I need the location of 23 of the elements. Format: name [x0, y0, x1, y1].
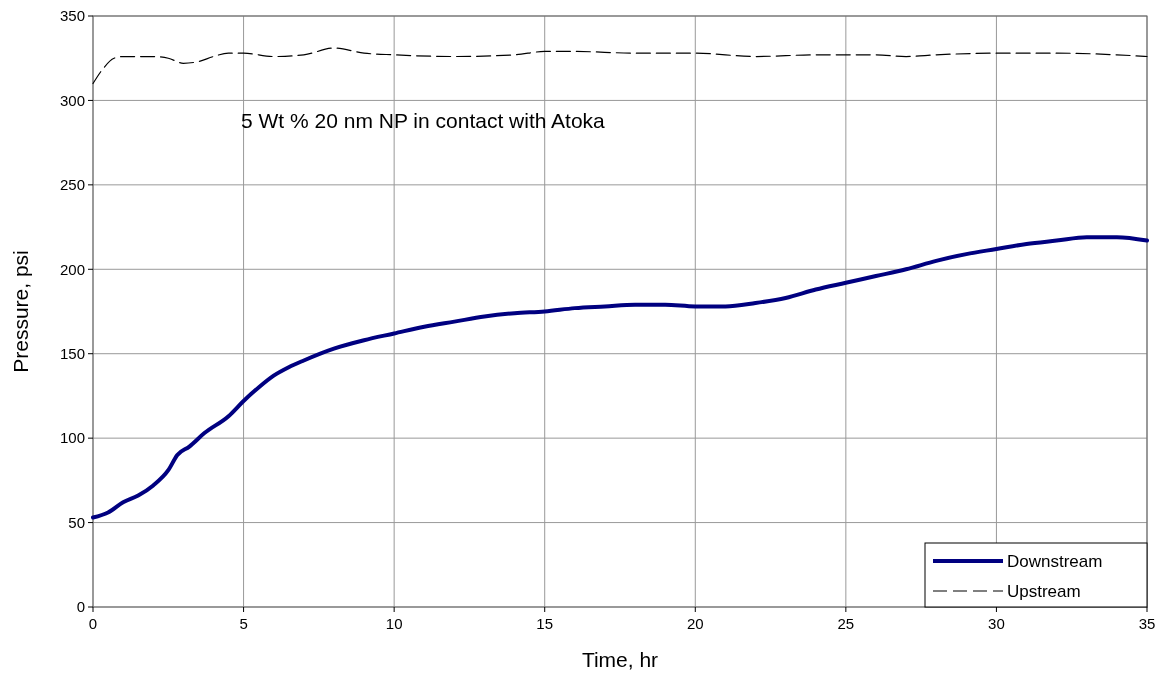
- x-tick-label: 10: [385, 615, 403, 632]
- x-tick-label: 5: [239, 615, 248, 632]
- legend-label: Downstream: [1007, 551, 1103, 571]
- y-tick-label: 100: [59, 429, 85, 447]
- y-tick-label: 350: [59, 7, 85, 25]
- y-tick-label: 250: [59, 176, 85, 194]
- line-series: [92, 47, 1148, 85]
- x-tick-label: 15: [536, 615, 554, 632]
- y-tick-label: 300: [59, 91, 85, 109]
- y-axis-title: Pressure, psi: [9, 250, 32, 373]
- annotation: 5 Wt % 20 nm NP in contact with Atoka: [241, 109, 606, 132]
- line-series: [91, 235, 1149, 520]
- x-tick-label: 35: [1138, 615, 1156, 632]
- x-axis-title: Time, hr: [581, 648, 659, 671]
- x-tick-label: 20: [686, 615, 704, 632]
- x-tick-label: 25: [837, 615, 855, 632]
- y-tick-label: 150: [59, 344, 85, 362]
- y-tick-label: 200: [59, 260, 85, 278]
- y-tick-label: 50: [68, 513, 85, 531]
- y-tick-label: 0: [76, 598, 85, 616]
- x-tick-label: 30: [988, 615, 1005, 632]
- legend-label: Upstream: [1007, 581, 1081, 601]
- x-tick-label: 0: [88, 615, 98, 632]
